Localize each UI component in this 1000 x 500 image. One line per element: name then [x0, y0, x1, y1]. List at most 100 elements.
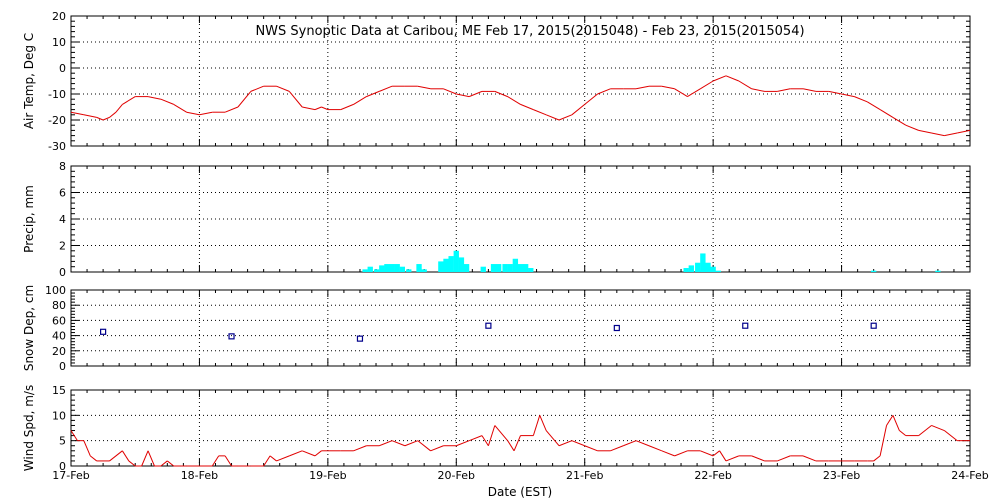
snow-depth-point	[870, 322, 877, 329]
wind-speed-line-segment	[481, 435, 489, 447]
wind-speed-line-segment	[584, 445, 598, 452]
air-temp-line-segment	[957, 129, 971, 134]
precip-bar	[416, 264, 422, 272]
air-temp-line-segment	[841, 93, 855, 98]
air-temp-line-segment	[250, 85, 264, 92]
air-temp-line-segment	[674, 88, 688, 98]
air-temp-line-segment	[417, 85, 431, 90]
air-temp-line-segment	[321, 106, 329, 111]
air-temp-ytick-label: 0	[59, 62, 66, 75]
air-temp-line-segment	[276, 85, 290, 92]
air-temp-line-segment	[918, 129, 932, 134]
wind-speed-line-segment	[147, 450, 155, 467]
precip-panel: 0 2 4 6 8 Precip, mm	[22, 160, 971, 279]
wind-speed-panel: 0 5 10 15 Wind Spd, m/s	[22, 384, 971, 473]
air-temp-line-segment	[173, 103, 187, 113]
air-temp-line-segment	[160, 98, 174, 105]
air-temp-line-segment	[712, 75, 727, 82]
wind-speed-ytick-label: 10	[52, 409, 66, 422]
precip-ytick-label: 4	[59, 213, 66, 226]
air-temp-line-segment	[802, 88, 816, 92]
wind-speed-ytick-label: 5	[59, 435, 66, 448]
snow-depth-ytick-label: 0	[59, 360, 66, 373]
wind-speed-line-segment	[507, 440, 515, 452]
wind-speed-line-segment	[121, 450, 130, 462]
wind-speed-line-segment	[109, 450, 123, 462]
precip-bar	[528, 268, 534, 272]
precip-bar	[688, 265, 694, 272]
precip-bar	[384, 264, 390, 272]
snow-depth-ytick-label: 40	[52, 330, 66, 343]
x-tick-label: 17-Feb	[52, 469, 89, 482]
wind-speed-line-segment	[661, 450, 675, 457]
wind-speed-line-segment	[128, 460, 136, 467]
air-temp-line-segment	[687, 88, 701, 98]
panels-layer: -30 -20 -10 0 10 20 Air Temp, Deg C 0 2 4 6 8 Precip…	[22, 10, 989, 482]
precip-bar	[695, 262, 701, 272]
wind-speed-line-segment	[391, 440, 406, 447]
wind-speed-line-segment	[539, 415, 547, 431]
precip-ytick-label: 8	[59, 160, 66, 173]
wind-speed-line-segment	[83, 440, 91, 457]
wind-speed-ylabel: Wind Spd, m/s	[22, 385, 36, 471]
air-temp-line-segment	[558, 114, 573, 121]
wind-speed-line-segment	[224, 455, 232, 467]
air-temp-line-segment	[237, 91, 252, 108]
precip-bar	[362, 269, 368, 272]
snow-depth-point	[613, 324, 620, 332]
air-temp-line-segment	[443, 88, 457, 95]
snow-depth-point	[485, 322, 492, 329]
wind-speed-line-segment	[879, 425, 888, 456]
air-temp-line-segment	[147, 96, 161, 100]
precip-bar	[517, 264, 524, 272]
wind-speed-line-segment	[379, 440, 393, 447]
air-temp-line-segment	[494, 90, 508, 98]
air-temp-line-segment	[545, 114, 560, 121]
air-temp-line-segment	[777, 88, 791, 92]
precip-bar	[448, 256, 454, 272]
wind-speed-line-segment	[211, 455, 220, 467]
chart-title: NWS Synoptic Data at Caribou, ME Feb 17,…	[255, 24, 804, 39]
air-temp-line-segment	[866, 101, 881, 111]
snow-depth-ylabel: Snow Dep, cm	[22, 285, 36, 371]
x-tick-label: 18-Feb	[181, 469, 218, 482]
air-temp-line-segment	[854, 96, 868, 103]
precip-bar	[495, 264, 502, 272]
x-tick-label: 23-Feb	[823, 469, 860, 482]
wind-speed-line-segment	[532, 415, 541, 436]
wind-speed-line-segment	[404, 440, 418, 447]
air-temp-line-segment	[931, 132, 945, 137]
precip-bar	[389, 264, 395, 272]
wind-speed-line-segment	[141, 450, 149, 467]
wind-speed-line-segment	[417, 440, 431, 452]
wind-speed-line-segment	[289, 450, 303, 457]
wind-speed-line-segment	[610, 445, 624, 452]
air-temp-line-segment	[892, 116, 907, 126]
air-temp-line-segment	[944, 132, 958, 137]
wind-speed-line-segment	[487, 425, 496, 446]
air-temp-line-segment	[700, 80, 714, 90]
wind-speed-line-segment	[802, 455, 817, 462]
precip-bar	[705, 262, 711, 272]
precip-ytick-label: 2	[59, 240, 66, 253]
air-temp-line-segment	[96, 116, 104, 121]
air-temp-line-segment	[199, 111, 213, 116]
air-temp-line-segment	[122, 96, 136, 105]
air-temp-line-segment	[102, 116, 110, 121]
wind-speed-line-segment	[269, 455, 277, 462]
air-temp-line-segment	[879, 109, 894, 118]
wind-speed-line-segment	[167, 460, 175, 467]
air-temp-line-segment	[533, 109, 547, 116]
wind-speed-line-segment	[892, 415, 900, 431]
wind-speed-line-segment	[456, 440, 470, 447]
precip-bar	[935, 270, 941, 272]
air-temp-line-segment	[109, 111, 117, 118]
wind-speed-line-segment	[635, 440, 650, 447]
snow-depth-point	[356, 335, 364, 342]
snow-depth-point	[100, 328, 107, 335]
wind-speed-line-segment	[430, 445, 444, 452]
wind-speed-line-segment	[918, 425, 932, 436]
wind-speed-line-segment	[751, 455, 765, 462]
wind-speed-line-segment	[700, 450, 714, 457]
